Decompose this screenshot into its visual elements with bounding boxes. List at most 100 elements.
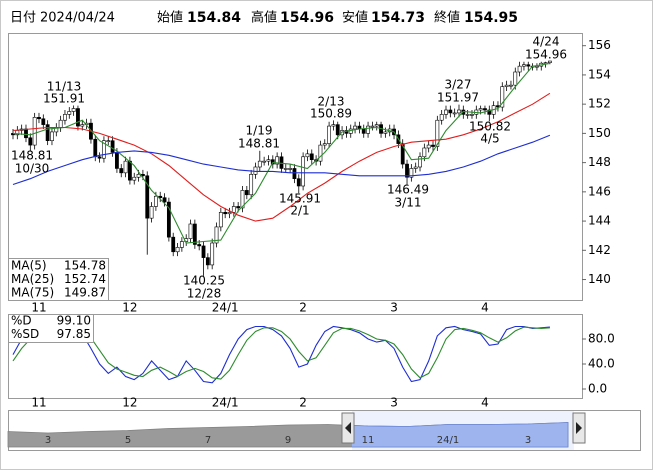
candle-body <box>327 125 331 144</box>
candle-body <box>71 108 76 112</box>
x-tick-label: 24/1 <box>212 301 239 315</box>
candle-body <box>218 212 223 228</box>
candle-body <box>422 147 427 158</box>
candle-body <box>504 84 509 87</box>
candle-body <box>188 223 193 239</box>
candle-body <box>214 226 219 244</box>
annotation-date: 3/27 <box>445 78 472 92</box>
candle-body <box>50 131 54 141</box>
annotation-value: 145.91 <box>279 192 321 206</box>
high-label: 高値 <box>251 10 277 26</box>
close-value: 154.95 <box>464 10 518 26</box>
y-tick-label: 146 <box>588 184 611 198</box>
annotation-value: 148.81 <box>11 149 53 163</box>
candle-body <box>465 114 470 116</box>
candle-body <box>283 168 288 170</box>
x-tick-label: 11 <box>31 396 46 410</box>
candle-body <box>353 125 357 130</box>
y-tick-label: 80.0 <box>588 332 615 346</box>
legend-value: 154.78 <box>64 259 106 273</box>
y-tick-label: 152 <box>588 97 611 111</box>
candle-body <box>331 124 336 127</box>
candle-body <box>383 131 388 134</box>
header: 日付 2024/04/24 始値 154.84 高値 154.96 安値 154… <box>10 10 518 27</box>
candle-body <box>197 244 202 247</box>
open-value: 154.84 <box>187 10 241 26</box>
arrow-left <box>345 422 351 434</box>
candle-body <box>418 156 422 168</box>
annotation-value: 151.97 <box>437 91 479 105</box>
candle-body <box>487 109 492 115</box>
annotation-date: 1/19 <box>246 124 273 138</box>
candle-body <box>435 119 440 147</box>
annotation-date: 12/28 <box>187 287 222 301</box>
candle-body <box>318 144 323 162</box>
candle-body <box>478 108 483 111</box>
candle-body <box>275 156 280 165</box>
candle-body <box>279 156 284 169</box>
candle-body <box>37 117 41 120</box>
low-value: 154.73 <box>371 10 425 26</box>
candle-body <box>205 257 210 266</box>
annotation-value: 151.91 <box>43 92 85 106</box>
price-panel <box>8 33 583 301</box>
x-tick-label: 4 <box>481 301 489 315</box>
candle-body <box>548 60 552 63</box>
legend-value: 99.10 <box>57 314 91 328</box>
candle-body <box>266 159 271 162</box>
candle-body <box>305 153 310 158</box>
legend-name: MA(75) <box>11 286 54 300</box>
annotation-value: 154.96 <box>525 48 567 62</box>
candle-body <box>128 160 132 181</box>
candle-body <box>153 195 158 207</box>
candle-body <box>322 143 327 146</box>
candle-body <box>522 64 526 67</box>
candle-body <box>500 86 505 108</box>
candle-body <box>535 65 539 68</box>
annotation-value: 146.49 <box>387 183 429 197</box>
candle-body <box>426 144 431 149</box>
candle-body <box>67 111 72 115</box>
candle-body <box>162 197 167 203</box>
legend-value: 149.87 <box>64 286 106 300</box>
candle-body <box>32 117 37 146</box>
navigator-label: 7 <box>205 435 211 446</box>
candle-body <box>227 212 232 215</box>
candle-body <box>244 190 249 196</box>
candle-body <box>400 143 405 165</box>
y-tick-label: 40.0 <box>588 357 615 371</box>
y-tick-label: 150 <box>588 126 611 140</box>
candle-body <box>76 108 80 127</box>
candle-body <box>526 64 531 67</box>
candle-body <box>192 223 197 245</box>
candle-body <box>431 144 435 147</box>
arrow-right <box>576 422 582 434</box>
candle-body <box>270 159 275 165</box>
x-tick-label: 11 <box>31 301 46 315</box>
navigator-controls <box>341 412 586 444</box>
date: 2024/04/24 <box>40 11 115 26</box>
candle-body <box>136 174 141 178</box>
navigator-label: 11 <box>362 435 375 446</box>
candle-body <box>448 109 453 114</box>
legend-value: 97.85 <box>57 327 91 341</box>
legend-value: 152.74 <box>64 272 106 286</box>
candle-body <box>240 190 245 209</box>
candle-body <box>413 166 418 169</box>
candle-body <box>11 133 15 136</box>
candle-body <box>102 140 106 159</box>
x-tick-label: 24/1 <box>212 396 239 410</box>
candle-body <box>483 108 487 111</box>
candle-body <box>97 156 102 159</box>
x-tick-label: 12 <box>122 301 137 315</box>
legend-name: MA(25) <box>11 272 54 286</box>
candle-body <box>366 125 370 134</box>
candle-body <box>439 114 444 121</box>
candle-body <box>149 206 154 219</box>
candle-body <box>517 65 522 73</box>
candle-body <box>309 153 314 160</box>
stochastic-panel <box>8 314 583 399</box>
candle-body <box>28 137 33 146</box>
legend-name: %D <box>11 314 32 328</box>
